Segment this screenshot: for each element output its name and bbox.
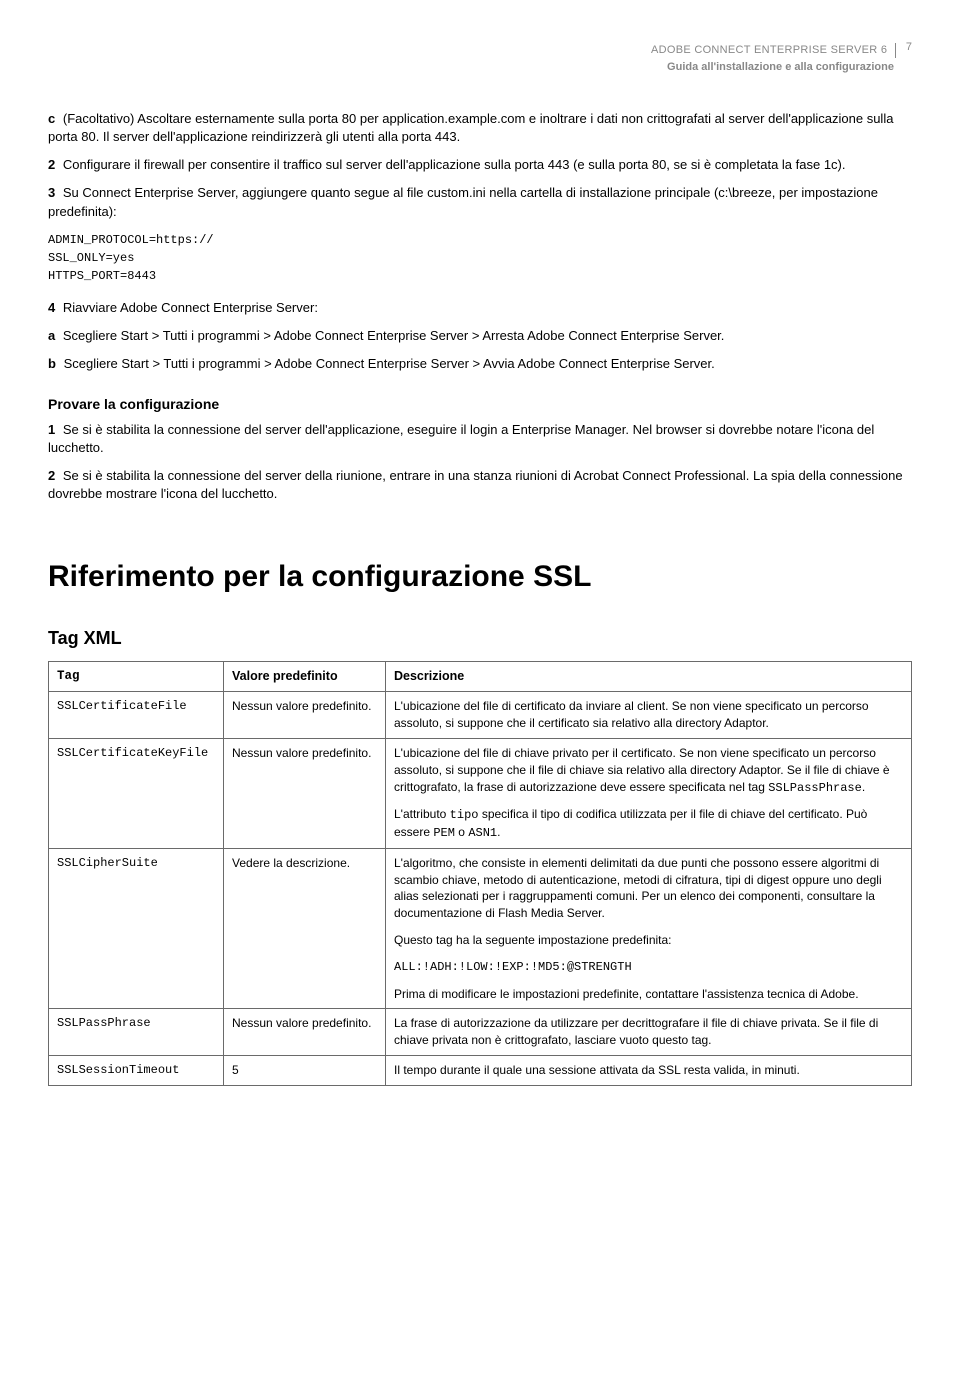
test-step-2: 2 Se si è stabilita la connessione del s… bbox=[48, 467, 912, 503]
step-number: 3 bbox=[48, 185, 55, 200]
cell-desc: Il tempo durante il quale una sessione a… bbox=[386, 1056, 912, 1086]
step-4a-text: Scegliere Start > Tutti i programmi > Ad… bbox=[63, 328, 725, 343]
step-c: c (Facoltativo) Ascoltare esternamente s… bbox=[48, 110, 912, 146]
ssl-reference-table: Tag Valore predefinito Descrizione SSLCe… bbox=[48, 661, 912, 1086]
cell-tag: SSLCertificateKeyFile bbox=[49, 738, 224, 848]
code-block: ADMIN_PROTOCOL=https:// SSL_ONLY=yes HTT… bbox=[48, 231, 912, 285]
sub-heading-tag-xml: Tag XML bbox=[48, 626, 912, 651]
step-number: 1 bbox=[48, 422, 55, 437]
inline-code: SSLPassPhrase bbox=[768, 781, 862, 795]
cell-default: 5 bbox=[224, 1056, 386, 1086]
cell-default: Vedere la descrizione. bbox=[224, 848, 386, 1009]
step-4: 4 Riavviare Adobe Connect Enterprise Ser… bbox=[48, 299, 912, 317]
test-step-1-text: Se si è stabilita la connessione del ser… bbox=[48, 422, 874, 455]
cell-tag: SSLPassPhrase bbox=[49, 1009, 224, 1056]
desc-text: L'algoritmo, che consiste in elementi de… bbox=[394, 855, 903, 922]
step-4b: b Scegliere Start > Tutti i programmi > … bbox=[48, 355, 912, 373]
step-4b-text: Scegliere Start > Tutti i programmi > Ad… bbox=[64, 356, 715, 371]
inline-code: ALL:!ADH:!LOW:!EXP:!MD5:@STRENGTH bbox=[394, 959, 903, 976]
header-subtitle: Guida all'installazione e alla configura… bbox=[48, 60, 912, 75]
test-step-1: 1 Se si è stabilita la connessione del s… bbox=[48, 421, 912, 457]
page-header: ADOBE CONNECT ENTERPRISE SERVER 6 7 Guid… bbox=[48, 40, 912, 76]
step-4-text: Riavviare Adobe Connect Enterprise Serve… bbox=[63, 300, 318, 315]
step-number: 2 bbox=[48, 468, 55, 483]
table-header-tag: Tag bbox=[49, 661, 224, 692]
cell-desc: La frase di autorizzazione da utilizzare… bbox=[386, 1009, 912, 1056]
table-row: SSLSessionTimeout 5 Il tempo durante il … bbox=[49, 1056, 912, 1086]
cell-tag: SSLSessionTimeout bbox=[49, 1056, 224, 1086]
main-heading: Riferimento per la configurazione SSL bbox=[48, 556, 912, 598]
step-number: 2 bbox=[48, 157, 55, 172]
desc-text: Questo tag ha la seguente impostazione p… bbox=[394, 932, 903, 949]
table-row: SSLPassPhrase Nessun valore predefinito.… bbox=[49, 1009, 912, 1056]
cell-desc: L'ubicazione del file di certificato da … bbox=[386, 692, 912, 739]
table-row: SSLCipherSuite Vedere la descrizione. L'… bbox=[49, 848, 912, 1009]
inline-code: ASN1 bbox=[468, 826, 497, 840]
step-3: 3 Su Connect Enterprise Server, aggiunge… bbox=[48, 184, 912, 220]
test-step-2-text: Se si è stabilita la connessione del ser… bbox=[48, 468, 903, 501]
desc-text: . bbox=[497, 825, 500, 839]
step-letter: a bbox=[48, 328, 55, 343]
step-number: 4 bbox=[48, 300, 55, 315]
header-product: ADOBE CONNECT ENTERPRISE SERVER 6 bbox=[651, 43, 896, 58]
cell-default: Nessun valore predefinito. bbox=[224, 738, 386, 848]
header-pagenum: 7 bbox=[906, 40, 912, 55]
step-letter: b bbox=[48, 356, 56, 371]
step-2: 2 Configurare il firewall per consentire… bbox=[48, 156, 912, 174]
cell-default: Nessun valore predefinito. bbox=[224, 1009, 386, 1056]
inline-code: PEM bbox=[433, 826, 455, 840]
desc-text: L'attributo bbox=[394, 807, 450, 821]
cell-desc: L'ubicazione del file di chiave privato … bbox=[386, 738, 912, 848]
desc-text: o bbox=[455, 825, 468, 839]
step-2-text: Configurare il firewall per consentire i… bbox=[63, 157, 846, 172]
cell-tag: SSLCipherSuite bbox=[49, 848, 224, 1009]
cell-default: Nessun valore predefinito. bbox=[224, 692, 386, 739]
step-letter: c bbox=[48, 111, 55, 126]
desc-text: Prima di modificare le impostazioni pred… bbox=[394, 986, 903, 1003]
table-header-default: Valore predefinito bbox=[224, 661, 386, 692]
cell-tag: SSLCertificateFile bbox=[49, 692, 224, 739]
step-3-text: Su Connect Enterprise Server, aggiungere… bbox=[48, 185, 878, 218]
inline-code: tipo bbox=[450, 808, 479, 822]
table-header-desc: Descrizione bbox=[386, 661, 912, 692]
table-row: SSLCertificateFile Nessun valore predefi… bbox=[49, 692, 912, 739]
step-4a: a Scegliere Start > Tutti i programmi > … bbox=[48, 327, 912, 345]
desc-text: . bbox=[862, 780, 865, 794]
table-row: SSLCertificateKeyFile Nessun valore pred… bbox=[49, 738, 912, 848]
section-heading-test-config: Provare la configurazione bbox=[48, 395, 912, 415]
cell-desc: L'algoritmo, che consiste in elementi de… bbox=[386, 848, 912, 1009]
step-c-text: (Facoltativo) Ascoltare esternamente sul… bbox=[48, 111, 893, 144]
